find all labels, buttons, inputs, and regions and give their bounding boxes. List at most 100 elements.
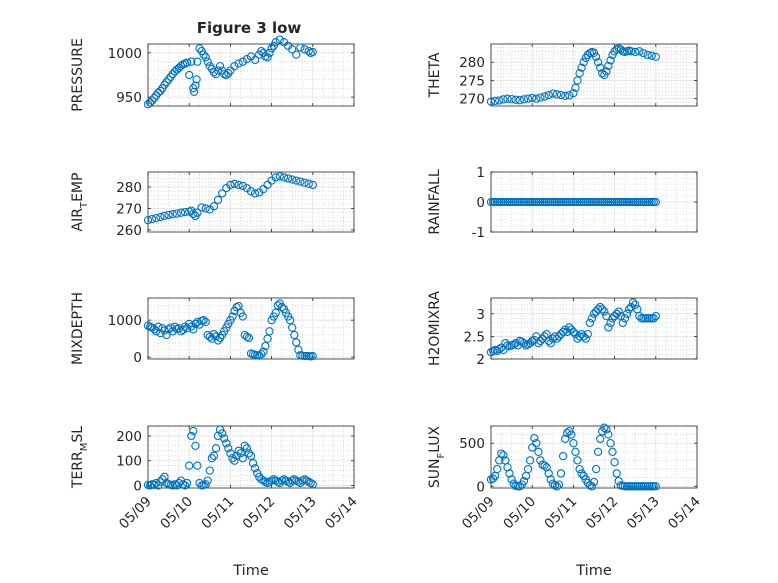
data-point [275,172,284,181]
data-point [230,61,239,71]
data-point [536,197,545,207]
data-point [248,459,258,468]
data-point [164,210,173,220]
data-point [304,46,313,56]
y-tick-label: 260 [116,223,142,239]
x-tick-label: 05/09 [116,494,155,533]
subplot-1: 270 275 280 THETA [427,43,698,108]
y-tick-label: 1000 [108,313,142,329]
data-point [532,197,541,207]
data-point [503,94,512,103]
data-point [583,329,592,339]
y-axis-label-3: RAINFALL [427,169,443,234]
data-point [565,323,574,332]
data-point [205,466,214,475]
data-point [285,316,295,325]
data-point [552,482,562,491]
data-point [540,461,549,470]
data-point [624,197,634,207]
data-point [257,46,266,56]
data-point [577,469,586,478]
data-point [242,444,252,453]
data-point [585,48,595,58]
data-point [530,433,539,443]
data-point [168,69,177,79]
y-tick-label: 280 [459,55,485,71]
data-point [493,464,502,474]
data-point [620,197,630,207]
data-point [602,425,611,434]
data-point [649,197,658,207]
data-point [614,476,623,486]
data-point [298,476,307,485]
data-point [288,175,297,184]
data-point [647,51,656,60]
data-point [230,179,239,188]
data-point [193,317,202,327]
data-point [651,482,660,491]
data-point [156,86,165,96]
data-point [626,47,636,56]
data-point [591,52,601,61]
data-point [211,444,221,453]
data-point [209,68,219,77]
x-tick-label: 05/12 [240,494,279,533]
x-tick-label: 05/09 [459,494,498,533]
data-point [304,477,313,486]
y-tick-label: 3 [476,307,485,323]
data-point [577,329,586,339]
y-tick-label: 2 [476,352,485,368]
data-point [205,61,214,71]
data-point [207,334,217,343]
data-point [536,456,545,465]
data-point [628,298,638,307]
data-point [166,72,175,81]
data-point [563,428,572,438]
y-axis-label-0: PRESSURE [70,38,86,112]
data-point [191,81,200,90]
data-point [604,61,613,71]
data-point [213,66,223,75]
data-point [228,454,237,463]
data-point [277,303,287,312]
data-point [556,197,566,207]
data-point [606,318,615,328]
data-point [548,197,557,207]
data-point [246,451,256,460]
data-point [215,61,225,71]
data-point [633,305,642,314]
data-point [593,447,603,456]
data-point [156,212,165,222]
data-point [296,177,305,186]
data-point [571,329,580,339]
data-point [189,426,198,436]
data-point [269,475,278,484]
data-point [224,69,233,78]
data-point [519,339,529,348]
data-point [238,454,247,463]
data-point [536,336,545,346]
data-point [302,351,311,361]
data-point [213,336,223,345]
data-point [226,180,235,190]
data-point [244,333,254,343]
data-point [222,439,231,448]
axes-box [147,425,355,489]
data-point [523,464,533,474]
data-point [246,187,256,196]
data-point [497,449,506,458]
data-point [486,348,496,357]
x-tick-label: 05/13 [281,494,320,533]
data-point [511,95,520,104]
data-point [528,197,537,207]
data-point [236,449,245,458]
data-point [201,53,210,62]
data-point [499,451,508,460]
axes-box [147,171,355,233]
data-point [563,327,572,337]
data-point [195,478,204,488]
data-point [589,309,599,318]
data-point [250,189,260,198]
data-point [528,93,537,103]
